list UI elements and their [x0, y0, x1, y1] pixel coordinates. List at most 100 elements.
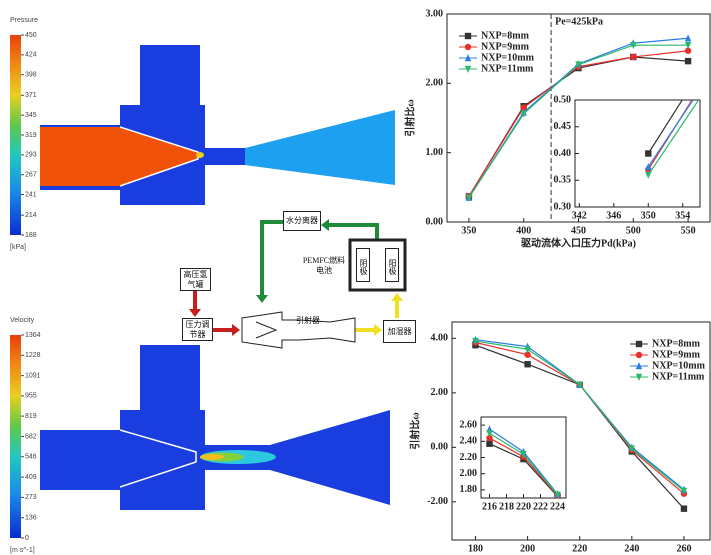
x-tick-label: 450 [571, 225, 586, 236]
colorbar-ramp [10, 35, 21, 235]
colorbar: Pressure 450 424 398 371 345 319 293 267 241 214 18… [10, 17, 38, 251]
marker [524, 361, 530, 367]
x-tick-label: 218 [499, 501, 514, 512]
marker [645, 150, 651, 156]
y-tick-label: 2.40 [460, 436, 478, 447]
y-tick-label: 1.80 [460, 484, 478, 495]
marker [465, 33, 471, 39]
x-tick-label: 346 [606, 210, 621, 221]
colorbar-tick-label: 273 [25, 494, 37, 501]
x-tick-label: 350 [461, 225, 476, 236]
y-tick-label: 0.40 [554, 148, 572, 159]
y-tick-label: 0.30 [554, 201, 572, 212]
y-tick-label: 2.00 [431, 387, 449, 398]
x-tick-label: 400 [516, 225, 531, 236]
colorbar-tick-label: 0 [25, 535, 29, 542]
fuel-cell-label: PEMFC燃料电池 [302, 256, 346, 276]
marker [465, 44, 471, 50]
x-tick-label: 222 [533, 501, 548, 512]
y-axis-title: 引射比ω [408, 412, 421, 449]
colorbar-tick-label: 241 [25, 191, 37, 198]
y-tick-label: 4.00 [431, 333, 449, 344]
y-tick-label: 0.45 [554, 121, 572, 132]
legend-label: NXP=8mm [652, 338, 701, 349]
legend-label: NXP=11mm [652, 371, 705, 382]
y-tick-label: 3.00 [426, 8, 444, 19]
velocity-contour [40, 345, 390, 510]
pressure-regulator: 压力调节器 [182, 318, 213, 341]
colorbar-tick-label: 293 [25, 152, 37, 159]
colorbar-tick-label: 136 [25, 515, 37, 522]
reference-label: Pe=425kPa [555, 16, 603, 27]
colorbar-tick-label: 1091 [25, 372, 41, 379]
colorbar-tick-label: 214 [25, 212, 37, 219]
marker [486, 441, 492, 447]
y-tick-label: 0.00 [426, 216, 444, 227]
marker [681, 505, 687, 511]
x-tick-label: 180 [468, 543, 483, 554]
water-separator: 水分离器 [283, 211, 321, 231]
y-tick-label: 0.50 [554, 94, 572, 105]
x-tick-label: 260 [676, 543, 691, 554]
x-tick-label: 500 [626, 225, 641, 236]
colorbar-tick-label: 450 [25, 32, 37, 39]
colorbar-tick-label: 267 [25, 172, 37, 179]
colorbar-tick-label: 188 [25, 232, 37, 239]
anode: 阳极 [385, 248, 399, 282]
x-tick-label: 220 [572, 543, 587, 554]
colorbar-tick-label: 424 [25, 52, 37, 59]
colorbar-tick-label: 819 [25, 413, 37, 420]
colorbar-tick-label: 319 [25, 132, 37, 139]
x-tick-label: 342 [572, 210, 587, 221]
colorbar-ramp [10, 335, 21, 538]
ejector-label: 引射器 [290, 316, 326, 326]
colorbar-tick-label: 1364 [25, 332, 41, 339]
colorbar-tick-label: 546 [25, 454, 37, 461]
x-tick-label: 216 [482, 501, 497, 512]
y-axis-title: 引射比ω [403, 99, 416, 136]
x-tick-label: 550 [681, 225, 696, 236]
colorbar-tick-label: 398 [25, 72, 37, 79]
x-tick-label: 224 [550, 501, 565, 512]
legend-label: NXP=9mm [652, 349, 701, 360]
y-tick-label: -2.00 [427, 496, 448, 507]
y-tick-label: 2.00 [460, 468, 478, 479]
diagram-arrows [189, 219, 405, 348]
x-axis-title: 驱动流体入口压力Pd(kPa) [521, 236, 636, 249]
colorbar-tick-label: 682 [25, 433, 37, 440]
cathode: 阴极 [356, 248, 370, 282]
y-tick-label: 2.60 [460, 419, 478, 430]
colorbar-title: Velocity [10, 317, 35, 324]
legend-label: NXP=8mm [481, 30, 530, 41]
colorbar-tick-label: 409 [25, 474, 37, 481]
y-tick-label: 2.00 [426, 78, 444, 89]
legend-label: NXP=9mm [481, 41, 530, 52]
marker [685, 58, 691, 64]
colorbar-title: Pressure [10, 17, 38, 24]
legend-label: NXP=10mm [652, 360, 706, 371]
colorbar-tick-label: 955 [25, 393, 37, 400]
y-tick-label: 1.00 [426, 147, 444, 158]
marker [630, 54, 636, 60]
y-tick-label: 0.35 [554, 175, 572, 186]
y-tick-label: 0.00 [431, 442, 449, 453]
colorbar-unit: [m s^-1] [10, 547, 35, 554]
x-tick-label: 350 [641, 210, 656, 221]
legend-label: NXP=11mm [481, 63, 534, 74]
x-tick-label: 240 [624, 543, 639, 554]
marker [636, 341, 642, 347]
marker [636, 352, 642, 358]
colorbar: Velocity 1364 1228 1091 955 819 682 546 409 273 13… [10, 317, 41, 554]
x-tick-label: 354 [675, 210, 690, 221]
x-tick-label: 220 [516, 501, 531, 512]
x-tick-label: 200 [520, 543, 535, 554]
colorbar-unit: [kPa] [10, 244, 26, 251]
humidifier: 加湿器 [383, 320, 416, 343]
pressure-contour [40, 45, 395, 205]
legend-label: NXP=10mm [481, 52, 535, 63]
colorbar-tick-label: 345 [25, 112, 37, 119]
colorbar-tick-label: 371 [25, 92, 37, 99]
hydrogen-tank: 高压氢气罐 [180, 268, 211, 291]
y-tick-label: 2.20 [460, 452, 478, 463]
colorbar-tick-label: 1228 [25, 352, 41, 359]
